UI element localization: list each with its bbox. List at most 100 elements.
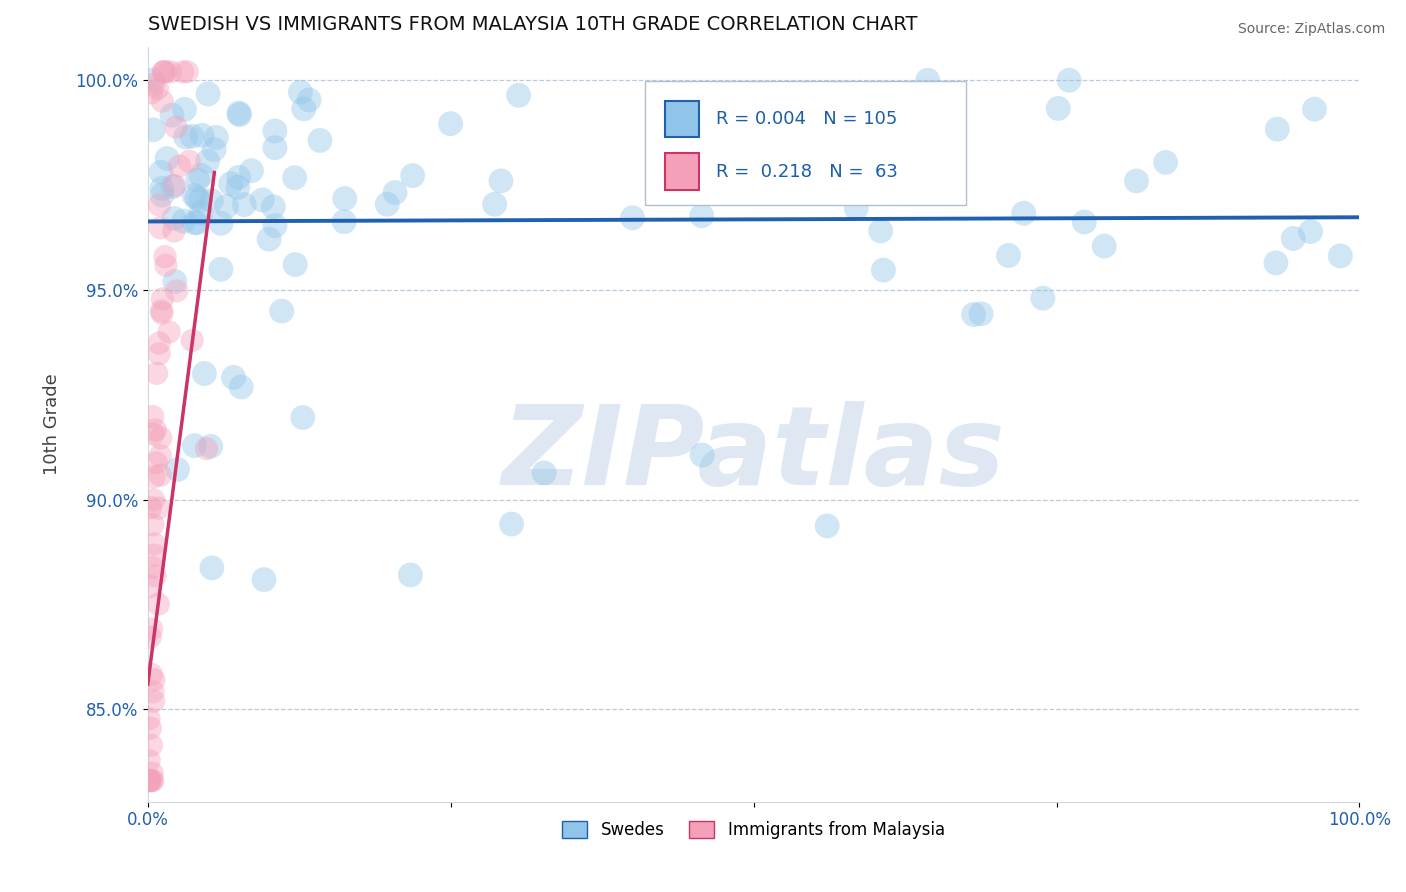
Point: [1057, 73, 1080, 87]
Bar: [665, 101, 699, 137]
Point: [1282, 231, 1305, 245]
Point: [141, 667, 163, 681]
Point: [169, 159, 191, 173]
Point: [1032, 291, 1054, 305]
Point: [228, 170, 250, 185]
Point: [139, 721, 162, 735]
Point: [143, 537, 166, 551]
Point: [723, 118, 745, 132]
Point: [201, 561, 224, 575]
Point: [148, 597, 170, 611]
Point: [1073, 215, 1095, 229]
Point: [915, 160, 938, 174]
Point: [209, 216, 232, 230]
Point: [143, 423, 166, 437]
Point: [333, 214, 356, 228]
Point: [142, 427, 165, 442]
Point: [264, 124, 287, 138]
Point: [690, 448, 713, 462]
Point: [141, 773, 163, 788]
Point: [264, 141, 287, 155]
Point: [139, 500, 162, 515]
Point: [253, 573, 276, 587]
Point: [166, 462, 188, 476]
Point: [148, 198, 170, 212]
Point: [262, 200, 284, 214]
Text: Source: ZipAtlas.com: Source: ZipAtlas.com: [1237, 22, 1385, 37]
Point: [309, 133, 332, 147]
Point: [142, 78, 165, 92]
Point: [815, 519, 838, 533]
Point: [489, 174, 512, 188]
Point: [845, 201, 868, 215]
Point: [163, 178, 186, 193]
Point: [264, 219, 287, 233]
Point: [209, 262, 232, 277]
Point: [141, 73, 163, 87]
Point: [150, 303, 173, 318]
Point: [233, 197, 256, 211]
Point: [291, 410, 314, 425]
Point: [228, 106, 250, 120]
Point: [141, 773, 163, 788]
Point: [257, 232, 280, 246]
Point: [141, 86, 163, 100]
Point: [872, 263, 894, 277]
Point: [621, 211, 644, 225]
Point: [155, 258, 177, 272]
Point: [228, 108, 250, 122]
Point: [284, 170, 307, 185]
Point: [138, 754, 160, 768]
Point: [150, 292, 173, 306]
FancyBboxPatch shape: [644, 80, 966, 205]
Point: [152, 65, 174, 79]
Point: [150, 181, 173, 195]
Point: [890, 114, 912, 128]
Point: [190, 206, 212, 220]
Point: [176, 65, 198, 79]
Legend: Swedes, Immigrants from Malaysia: Swedes, Immigrants from Malaysia: [555, 814, 952, 847]
Text: R = 0.004   N = 105: R = 0.004 N = 105: [716, 110, 897, 128]
Point: [997, 248, 1019, 262]
Point: [195, 442, 218, 456]
Point: [186, 191, 208, 205]
Point: [148, 347, 170, 361]
Point: [384, 186, 406, 200]
Point: [156, 152, 179, 166]
Point: [139, 630, 162, 644]
Point: [179, 154, 201, 169]
Point: [145, 367, 167, 381]
Point: [162, 179, 184, 194]
Point: [290, 85, 312, 99]
Point: [142, 409, 165, 424]
Point: [150, 94, 173, 108]
Point: [1047, 102, 1070, 116]
Point: [375, 197, 398, 211]
Point: [149, 431, 172, 445]
Point: [155, 65, 177, 79]
Point: [200, 194, 222, 208]
Point: [766, 174, 789, 188]
Point: [917, 73, 939, 87]
Point: [174, 130, 197, 145]
Point: [186, 216, 208, 230]
Point: [149, 449, 172, 463]
Point: [215, 199, 238, 213]
Point: [142, 517, 165, 532]
Point: [508, 88, 530, 103]
Point: [284, 258, 307, 272]
Point: [190, 169, 212, 183]
Point: [141, 766, 163, 780]
Point: [191, 128, 214, 143]
Point: [231, 380, 253, 394]
Point: [142, 560, 165, 574]
Point: [1299, 225, 1322, 239]
Point: [150, 165, 173, 179]
Point: [188, 193, 211, 207]
Point: [150, 188, 173, 202]
Point: [149, 468, 172, 483]
Point: [157, 325, 180, 339]
Point: [270, 304, 292, 318]
Point: [401, 169, 423, 183]
Point: [1012, 206, 1035, 220]
